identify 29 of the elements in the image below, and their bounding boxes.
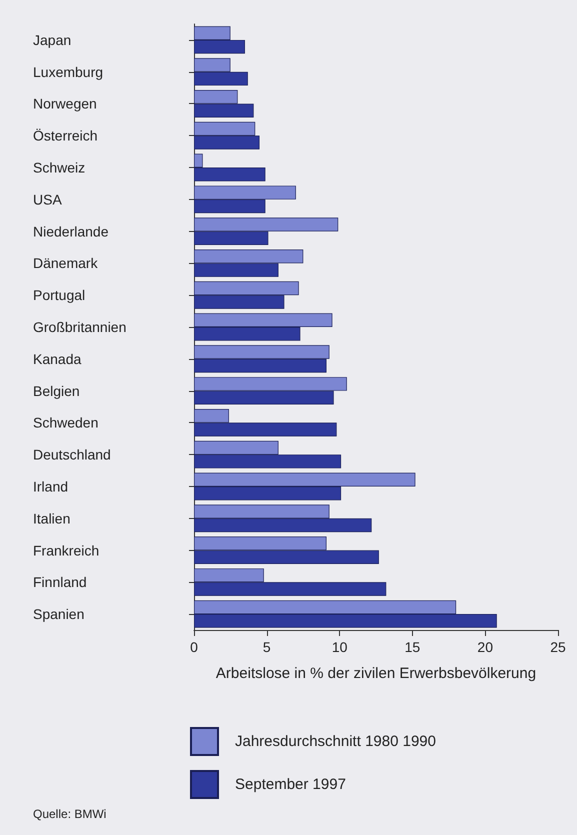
- y-tick-label: Schweden: [33, 414, 98, 431]
- y-tick-label: Irland: [33, 478, 68, 494]
- y-tick-label: Norwegen: [33, 96, 97, 112]
- y-tick-label: Schweiz: [33, 160, 86, 176]
- y-tick-label: Luxemburg: [33, 64, 104, 80]
- x-tick-label: 20: [477, 639, 494, 655]
- y-tick-label: Finnland: [33, 574, 87, 590]
- y-tick-label: Dänemark: [33, 255, 99, 272]
- source-note: Quelle: BMWi: [33, 807, 106, 821]
- x-axis-title: Arbeitslose in % der zivilen Erwerbsbevölkerung: [216, 665, 536, 682]
- y-tick-label: Niederlande: [33, 223, 109, 240]
- y-tick-label: Belgien: [33, 382, 80, 399]
- x-tick-label: 15: [404, 639, 420, 655]
- y-tick-label: Portugal: [33, 287, 86, 304]
- y-tick-label: Spanien: [33, 606, 84, 622]
- x-tick-label: 5: [262, 639, 271, 655]
- y-tick-label: Frankreich: [33, 542, 100, 558]
- legend-label: Jahresdurchschnitt 1980 1990: [235, 733, 436, 750]
- y-tick-label: Japan: [33, 32, 72, 48]
- y-tick-label: Italien: [33, 510, 70, 526]
- y-tick-label: Deutschland: [33, 446, 111, 463]
- y-tick-label: Kanada: [33, 350, 82, 367]
- x-tick-label: 25: [550, 639, 566, 655]
- y-tick-label: Großbritannien: [33, 319, 126, 335]
- y-tick-label: Österreich: [33, 128, 98, 144]
- y-tick-label: USA: [33, 191, 62, 208]
- legend-label: September 1997: [235, 776, 346, 793]
- x-tick-label: 0: [190, 639, 198, 655]
- x-tick-label: 10: [332, 639, 348, 655]
